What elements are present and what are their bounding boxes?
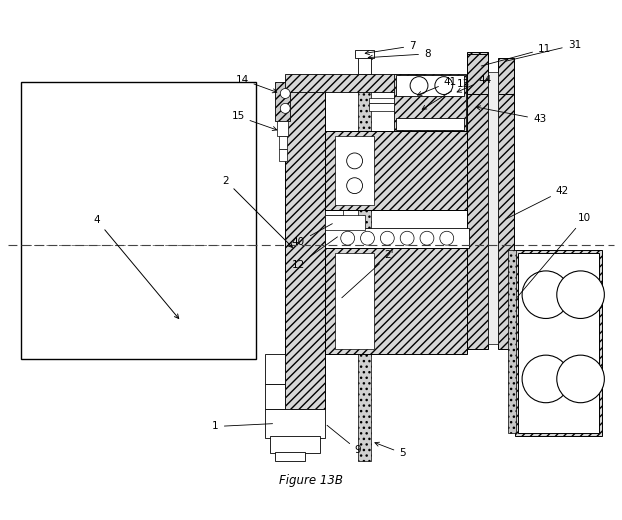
Bar: [369, 98, 394, 103]
Circle shape: [400, 231, 414, 245]
Text: 13: 13: [422, 79, 470, 109]
Text: Figure 13B: Figure 13B: [279, 474, 343, 487]
Circle shape: [381, 231, 394, 245]
Circle shape: [281, 88, 290, 98]
Circle shape: [522, 355, 570, 402]
Text: 14: 14: [235, 75, 277, 93]
Circle shape: [557, 355, 605, 402]
Bar: [325, 131, 466, 211]
Bar: [285, 74, 424, 92]
Bar: [396, 118, 463, 130]
Text: 12: 12: [292, 237, 338, 270]
Circle shape: [420, 231, 434, 245]
Text: 15: 15: [231, 111, 277, 131]
Circle shape: [410, 76, 428, 95]
Bar: [515, 250, 602, 436]
Bar: [394, 74, 466, 131]
Text: 9: 9: [327, 425, 361, 456]
Bar: [325, 203, 343, 215]
Bar: [498, 72, 514, 349]
Bar: [325, 215, 364, 230]
Bar: [355, 50, 374, 58]
Text: 2: 2: [223, 176, 292, 248]
Text: 41: 41: [417, 76, 457, 96]
Bar: [325, 248, 466, 354]
Circle shape: [361, 231, 374, 245]
Bar: [508, 250, 516, 434]
Bar: [285, 82, 325, 409]
Circle shape: [346, 153, 363, 169]
Circle shape: [522, 271, 570, 318]
Bar: [325, 228, 468, 248]
Bar: [335, 253, 374, 349]
Bar: [21, 82, 256, 359]
Bar: [279, 149, 287, 161]
Text: 1: 1: [212, 422, 272, 432]
Text: 10: 10: [517, 213, 591, 297]
Bar: [498, 58, 514, 94]
Bar: [276, 452, 305, 461]
Bar: [466, 52, 488, 349]
Text: 5: 5: [375, 442, 406, 458]
Bar: [266, 354, 285, 384]
Bar: [279, 136, 287, 149]
Circle shape: [440, 231, 453, 245]
Text: 31: 31: [506, 40, 581, 61]
Text: 40: 40: [292, 224, 332, 247]
Bar: [266, 409, 325, 438]
Bar: [277, 121, 288, 136]
Text: 2': 2': [342, 250, 394, 298]
Bar: [369, 103, 394, 111]
Bar: [488, 72, 498, 344]
Bar: [466, 54, 488, 94]
Text: 4: 4: [94, 215, 179, 318]
Bar: [335, 136, 374, 205]
Circle shape: [346, 178, 363, 193]
Circle shape: [281, 103, 290, 113]
Circle shape: [557, 271, 605, 318]
Bar: [358, 56, 371, 74]
Text: 42: 42: [506, 186, 569, 219]
Bar: [396, 75, 463, 97]
Text: 8: 8: [368, 49, 430, 59]
Circle shape: [435, 76, 453, 95]
Text: 44: 44: [457, 75, 492, 92]
Bar: [518, 253, 600, 434]
Bar: [276, 82, 290, 121]
Text: 11: 11: [481, 44, 551, 66]
Bar: [358, 75, 371, 461]
Text: 7: 7: [365, 41, 415, 55]
Text: 43: 43: [476, 106, 546, 124]
Bar: [266, 384, 285, 409]
Circle shape: [341, 231, 355, 245]
Bar: [271, 436, 320, 453]
